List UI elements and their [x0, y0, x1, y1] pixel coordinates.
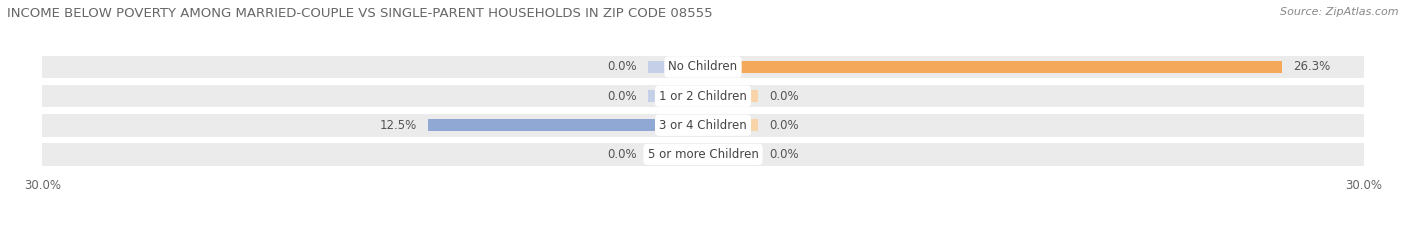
Bar: [648, 90, 703, 102]
Text: 3 or 4 Children: 3 or 4 Children: [659, 119, 747, 132]
Text: 0.0%: 0.0%: [769, 148, 799, 161]
Text: 0.0%: 0.0%: [607, 148, 637, 161]
Bar: [648, 61, 703, 73]
Bar: [42, 56, 1364, 78]
Text: 0.0%: 0.0%: [607, 61, 637, 73]
Text: 5 or more Children: 5 or more Children: [648, 148, 758, 161]
Text: Source: ZipAtlas.com: Source: ZipAtlas.com: [1281, 7, 1399, 17]
Text: 0.0%: 0.0%: [769, 90, 799, 103]
Bar: [703, 148, 758, 161]
Bar: [703, 90, 758, 102]
Text: 1 or 2 Children: 1 or 2 Children: [659, 90, 747, 103]
Bar: [42, 114, 1364, 137]
Bar: [703, 119, 758, 131]
Text: 12.5%: 12.5%: [380, 119, 416, 132]
Text: INCOME BELOW POVERTY AMONG MARRIED-COUPLE VS SINGLE-PARENT HOUSEHOLDS IN ZIP COD: INCOME BELOW POVERTY AMONG MARRIED-COUPL…: [7, 7, 713, 20]
Text: No Children: No Children: [668, 61, 738, 73]
Text: 0.0%: 0.0%: [607, 90, 637, 103]
Text: 0.0%: 0.0%: [769, 119, 799, 132]
Bar: [703, 61, 1282, 73]
Text: 26.3%: 26.3%: [1294, 61, 1330, 73]
Bar: [42, 143, 1364, 166]
Bar: [42, 85, 1364, 107]
Bar: [427, 119, 703, 131]
Bar: [648, 148, 703, 161]
